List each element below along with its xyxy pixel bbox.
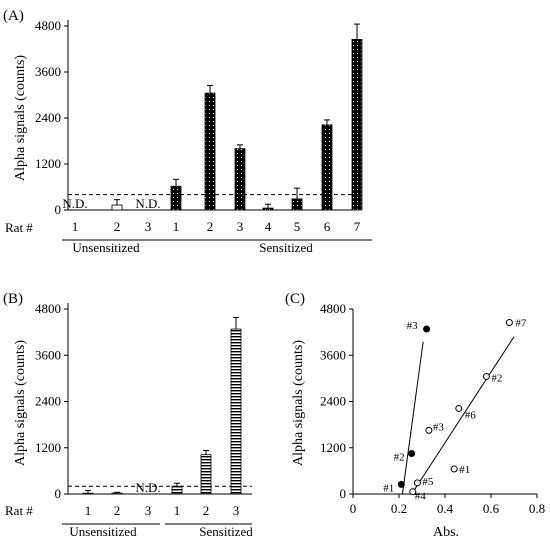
- panel-a-ytick-label: 3600: [35, 64, 61, 79]
- panel-c-plot: 0 1200 2400 3600 4800 0 0.2 0.4 0.6 0.8 #1 #2 #3 #1 #2…: [320, 301, 545, 516]
- panel-a-rat-number: 5: [294, 219, 301, 234]
- panel-c-point-open: [413, 479, 421, 487]
- panel-b-rat-label: Rat #: [5, 503, 33, 518]
- panel-a-plot: 0 1200 2400 3600 4800 1 N.D. 2 3 N.D. 1 2 3 4 5 6 7: [35, 18, 372, 241]
- panel-a-bar: [170, 185, 182, 211]
- panel-a-ylabel: Alpha signals (counts): [13, 55, 28, 181]
- panel-c-point-open: [425, 426, 433, 434]
- panel-b-group-unsensitized: Unsensitized: [69, 524, 137, 539]
- panel-c-ytick-label: 1200: [320, 440, 346, 455]
- panel-b-bar: [111, 492, 123, 495]
- panel-c-point-label: #5: [422, 476, 434, 488]
- panel-a-bar: [291, 198, 303, 211]
- panel-c-point-open: [450, 465, 458, 473]
- panel-c-point-open: [409, 488, 417, 496]
- panel-c-xtick-label: 0.8: [529, 501, 545, 516]
- panel-c-point-filled: [423, 325, 431, 333]
- panel-c-xtick-label: 0.2: [391, 501, 407, 516]
- panel-a-rat-number: 1: [72, 219, 79, 234]
- panel-a-ytick-label: 4800: [35, 18, 61, 33]
- panel-b-nd-label: N.D.: [135, 480, 160, 495]
- panel-c-fit-line-open: [411, 336, 515, 495]
- panel-a-rat-number: 3: [145, 219, 152, 234]
- panel-a-rat-number: 7: [354, 219, 361, 234]
- panel-b-ytick-label: 2400: [35, 394, 61, 409]
- panel-a-bar: [234, 148, 246, 211]
- panel-c-point-open: [482, 372, 490, 380]
- panel-c-point-label: #4: [415, 491, 427, 503]
- panel-b-group-sensitized: Sensitized: [199, 524, 253, 539]
- panel-a-group-sensitized: Sensitized: [259, 240, 313, 255]
- panel-c-point-filled: [408, 450, 416, 458]
- panel-c-point-label: #6: [465, 409, 477, 421]
- panel-b-ytick-label: 1200: [35, 440, 61, 455]
- panel-c-point-label: #7: [515, 317, 527, 329]
- panel-a-bar: [204, 92, 216, 211]
- panel-c-point-label: #2: [394, 452, 405, 464]
- panel-b-rat-number: 3: [233, 503, 240, 518]
- panel-c-point-open: [455, 404, 463, 412]
- panel-a-ytick-label: 2400: [35, 110, 61, 125]
- panel-c-point-label: #1: [383, 482, 394, 494]
- panel-c-xtick-label: 0: [350, 501, 357, 516]
- panel-c-ytick-label: 4800: [320, 301, 346, 316]
- panel-a-bar: [351, 39, 363, 211]
- panel-c-point-filled: [397, 480, 405, 488]
- panel-b-rat-number: 1: [85, 503, 92, 518]
- panel-b-ytick-label: 3600: [35, 347, 61, 362]
- panel-a-rat-number: 3: [237, 219, 244, 234]
- panel-b-bar: [171, 485, 183, 495]
- panel-a-rat-label: Rat #: [5, 220, 33, 235]
- panel-a-rat-number: 6: [324, 219, 331, 234]
- panel-c: (C) Alpha signals (counts) Abs. 0 1200 240…: [285, 291, 545, 540]
- panel-c-ytick-label: 2400: [320, 394, 346, 409]
- panel-c-point-label: #3: [433, 421, 445, 433]
- panel-a-rat-number: 4: [265, 219, 272, 234]
- panel-a-label: (A): [3, 8, 24, 24]
- panel-b-ylabel: Alpha signals (counts): [13, 340, 28, 466]
- panel-b-rat-number: 1: [174, 503, 181, 518]
- panel-b-label: (B): [3, 291, 23, 307]
- panel-b-ytick-label: 0: [55, 486, 62, 501]
- panel-c-fit-line-filled: [401, 341, 424, 495]
- panel-b-bar: [200, 454, 212, 495]
- panel-c-xtick-label: 0.4: [437, 501, 454, 516]
- panel-a: (A) Alpha signals (counts) 0 1200 2400 3600…: [3, 8, 372, 255]
- panel-c-point-open: [505, 318, 513, 326]
- panel-c-label: (C): [285, 291, 305, 307]
- panel-c-point-label: #1: [459, 464, 470, 476]
- panel-b-rat-number: 2: [114, 503, 121, 518]
- panel-b-rat-number: 2: [203, 503, 210, 518]
- panel-a-rat-number: 2: [207, 219, 214, 234]
- panel-a-rat-number: 2: [114, 219, 121, 234]
- panel-b-plot: 0 1200 2400 3600 4800 1 2 3 N.D. 1 2 3: [35, 301, 252, 525]
- panel-b-rat-number: 3: [145, 503, 152, 518]
- panel-a-nd-label: N.D.: [62, 196, 87, 211]
- panel-c-point-label: #3: [407, 320, 419, 332]
- panel-b-bar: [82, 492, 94, 495]
- panel-c-xlabel: Abs.: [433, 525, 459, 540]
- panel-a-rat-number: 1: [173, 219, 180, 234]
- panel-c-ytick-label: 0: [340, 486, 347, 501]
- panel-c-ytick-label: 3600: [320, 347, 346, 362]
- panel-a-bar: [111, 204, 123, 211]
- panel-a-ytick-label: 1200: [35, 156, 61, 171]
- panel-b-ytick-label: 4800: [35, 301, 61, 316]
- panel-b: (B) Alpha signals (counts) 0 1200 2400 3600…: [3, 291, 253, 539]
- panel-a-nd-label: N.D.: [135, 196, 160, 211]
- panel-c-ylabel: Alpha signals (counts): [291, 340, 306, 466]
- panel-c-xtick-label: 0.6: [483, 501, 500, 516]
- panel-a-bar: [321, 124, 333, 211]
- panel-a-bar: [262, 207, 274, 211]
- panel-a-ytick-label: 0: [55, 202, 62, 217]
- panel-a-group-unsensitized: Unsensitized: [72, 240, 140, 255]
- panel-b-bar: [230, 328, 242, 495]
- panel-c-point-label: #2: [491, 372, 502, 384]
